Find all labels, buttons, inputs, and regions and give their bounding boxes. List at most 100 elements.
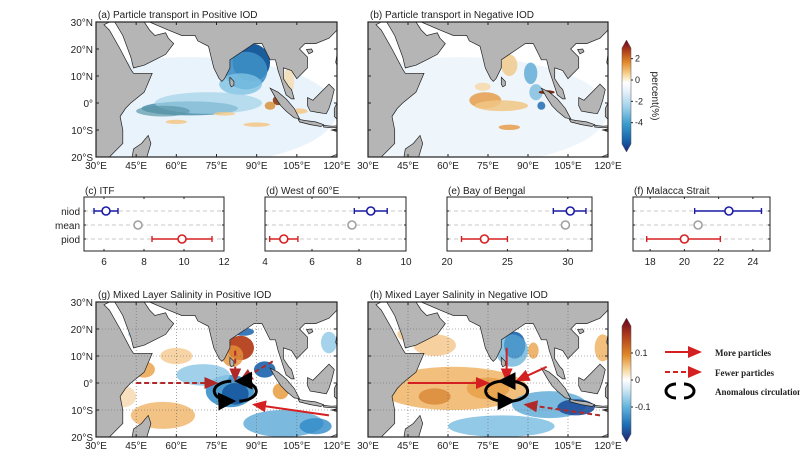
legend: More particles Fewer particles Anomalous… [664,346,800,400]
y-tick-label: 30°N [71,18,93,29]
land-mass [403,414,424,437]
anomaly-patch [524,62,538,85]
x-tick-label: 75°E [206,161,228,172]
anomaly-patch [528,342,539,359]
x-tick-label: 60°E [165,161,187,172]
land-mass [269,87,301,120]
category-label: mean [55,221,80,232]
x-tick-label: 120°E [594,161,622,172]
map-panel-b: (b) Particle transport in Negative IOD 30… [357,10,622,172]
x-tick-label: 105°E [283,441,311,452]
x-tick-label: 60°E [165,441,187,452]
colorbar-b: 2 0 -2 -4 percent(%) [621,39,660,153]
y-tick-label: 10°S [71,406,93,417]
anomaly-patch [474,82,491,91]
category-label: piod [61,235,80,246]
panel-title: (h) Mixed Layer Salinity in Negative IOD [370,290,548,301]
y-tick-label: 20°N [71,325,93,336]
x-tick-label: 45°E [397,441,419,452]
land-mass [568,118,596,127]
panel-title: (e) Bay of Bengal [448,186,525,197]
land-mass [568,398,596,407]
x-tick-label: 120°E [323,441,351,452]
x-tick-label: 105°E [283,161,311,172]
panel-frame [264,196,407,252]
y-tick-label: 10°N [71,352,93,363]
x-tick-label: 10 [178,257,190,268]
map-field [96,302,337,437]
colorbar-tick-label: -2 [635,96,643,106]
land-mass [386,22,446,69]
land-mass [368,302,425,437]
x-tick-label: 90°E [517,441,539,452]
map-panel-g: (g) Mixed Layer Salinity in Positive IOD… [71,290,351,452]
x-tick-label: 30 [562,257,574,268]
panel-title: (a) Particle transport in Positive IOD [98,10,258,21]
marker-mean [133,220,143,230]
land-mass [500,76,506,88]
land-mass [297,118,325,127]
anomaly-patch [537,101,546,110]
marker-niod [565,206,576,216]
land-mass [114,22,175,69]
land-mass [96,22,153,157]
x-tick-label: 90°E [517,161,539,172]
circulation-arc [234,371,258,403]
y-tick-label: 10°S [71,126,93,137]
marker-mean [693,220,703,230]
land-mass [421,302,608,380]
land-mass [368,22,425,157]
circulation-arc [508,379,530,403]
panel-title: (f) Malacca Strait [634,186,710,197]
anomaly-patch [243,122,271,127]
anomaly-patch [448,415,555,437]
x-tick-label: 75°E [477,441,499,452]
x-tick-label: 45°E [125,441,147,452]
marker-mean [560,220,571,230]
panel-title: (d) West of 60°E [266,186,340,197]
map-field [96,22,337,157]
land-mass [329,433,337,437]
panel-frame [83,196,225,252]
legend-more-label: More particles [715,348,772,358]
colorbar-bar [621,39,632,153]
x-tick-label: 75°E [206,441,228,452]
circulation-icon [212,371,258,411]
circulation-arc [212,379,237,411]
legend-circulation-label: Anomalous circulation [715,387,800,397]
panel-title: (c) ITF [85,186,114,197]
land-mass [333,102,337,120]
land-mass [577,48,585,55]
colorbar-tick-label: 2 [635,54,640,64]
circulation-arc [484,379,505,403]
anomaly-patch [264,101,276,110]
anomaly-patch [165,119,188,125]
x-tick-label: 6 [101,257,107,268]
land-mass [307,83,335,115]
anomaly-patch [299,418,332,435]
land-mass [421,22,608,100]
x-tick-label: 120°E [594,441,622,452]
land-mass [600,153,608,157]
x-tick-label: 6 [309,257,315,268]
land-mass [600,433,608,437]
anomaly-patch [496,334,528,367]
x-tick-label: 30°E [357,161,379,172]
land-mass [329,153,337,157]
x-tick-label: 105°E [554,161,582,172]
x-tick-label: 8 [141,257,147,268]
land-mass [604,102,608,120]
colorbar-layer: 2 0 -2 -4 percent(%) 0.1 0 -0.1 [621,39,660,443]
marker-niod [365,206,376,216]
land-mass [594,405,608,409]
land-mass [96,302,153,437]
errorbar-layer: (c) ITF niod mean piod 6 8 10 12 (d) West of 60°… [55,186,771,268]
maps-layer: (a) Particle transport in Positive IOD 30… [71,10,622,452]
y-tick-label: 30°N [71,298,93,309]
solid-particle-arrow [515,365,548,382]
marker-niod [101,206,111,216]
errorbar-panel-f: (f) Malacca Strait 18 20 22 24 [632,186,771,268]
marker-piod [479,234,490,244]
x-tick-label: 20 [441,257,453,268]
x-tick-label: 30°E [357,441,379,452]
